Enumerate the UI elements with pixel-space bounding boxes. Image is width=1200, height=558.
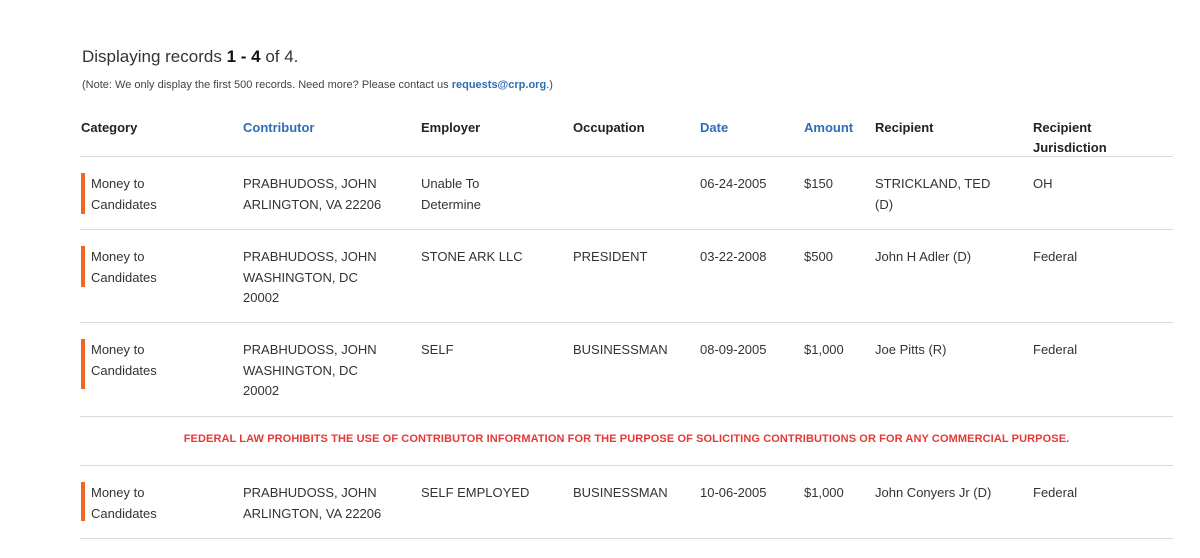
category-line2: Candidates — [91, 196, 157, 212]
contributions-table: Category Contributor Employer Occupation… — [80, 116, 1173, 539]
contributor-zip: 20002 — [243, 290, 280, 305]
contributor-location: ARLINGTON, VA 22206 — [243, 505, 382, 521]
cell-recipient: STRICKLAND, TED (D) — [875, 174, 1015, 215]
contributor-name: PRABHUDOSS, JOHN — [243, 342, 377, 357]
category-bar — [81, 173, 85, 214]
cell-recipient: John Conyers Jr (D) — [875, 485, 992, 500]
records-note: (Note: We only display the first 500 rec… — [82, 79, 553, 91]
contributor-location: WASHINGTON, DC — [243, 362, 358, 378]
table-row: Money to Candidates PRABHUDOSS, JOHN ARLIN… — [80, 466, 1173, 539]
employer-line1: Unable To — [421, 176, 480, 191]
cell-date: 08-09-2005 — [700, 342, 767, 357]
cell-contributor: PRABHUDOSS, JOHN ARLINGTON, VA 22206 — [243, 174, 403, 215]
table-row: Money to Candidates PRABHUDOSS, JOHN ARLIN… — [80, 157, 1173, 230]
header-amount-sort[interactable]: Amount — [804, 120, 854, 135]
cell-date: 06-24-2005 — [700, 176, 767, 191]
cell-contributor: PRABHUDOSS, JOHN WASHINGTON, DC 20002 — [243, 340, 403, 402]
contributor-name: PRABHUDOSS, JOHN — [243, 249, 377, 264]
category-line1: Money to — [91, 342, 145, 357]
category-line1: Money to — [91, 176, 145, 191]
cell-recipient: John H Adler (D) — [875, 249, 972, 264]
cell-category: Money to Candidates — [91, 247, 221, 288]
cell-occupation: BUSINESSMAN — [573, 485, 668, 500]
table-row: Money to Candidates PRABHUDOSS, JOHN WASHI… — [80, 230, 1173, 323]
cell-employer: SELF EMPLOYED — [421, 485, 530, 500]
recipient-line2: (D) — [875, 196, 894, 212]
cell-jurisdiction: Federal — [1033, 485, 1078, 500]
header-employer: Employer — [421, 120, 481, 135]
table-row: Money to Candidates PRABHUDOSS, JOHN WASHI… — [80, 323, 1173, 417]
contributor-zip: 20002 — [243, 383, 280, 398]
header-recipient: Recipient — [875, 120, 934, 135]
cell-amount: $500 — [804, 249, 833, 264]
note-text: (Note: We only display the first 500 rec… — [82, 79, 452, 91]
category-line2: Candidates — [91, 505, 157, 521]
cell-amount: $1,000 — [804, 485, 844, 500]
category-bar — [81, 482, 85, 521]
employer-line2: Determine — [421, 196, 481, 212]
cell-category: Money to Candidates — [91, 483, 221, 524]
contributor-name: PRABHUDOSS, JOHN — [243, 485, 377, 500]
cell-category: Money to Candidates — [91, 174, 221, 215]
records-summary: Displaying records 1 - 4 of 4. — [82, 47, 298, 67]
requests-email-link[interactable]: requests@crp.org — [451, 79, 547, 91]
contributor-location: WASHINGTON, DC — [243, 269, 358, 285]
recipient-line1: STRICKLAND, TED — [875, 176, 991, 191]
category-line1: Money to — [91, 485, 145, 500]
category-bar — [81, 339, 85, 389]
cell-contributor: PRABHUDOSS, JOHN ARLINGTON, VA 22206 — [243, 483, 403, 524]
header-date-sort[interactable]: Date — [700, 120, 729, 135]
cell-amount: $150 — [804, 176, 833, 191]
category-line1: Money to — [91, 249, 145, 264]
cell-contributor: PRABHUDOSS, JOHN WASHINGTON, DC 20002 — [243, 247, 403, 309]
header-jurisdiction-line1: Recipient — [1033, 120, 1092, 135]
cell-date: 10-06-2005 — [700, 485, 767, 500]
category-line2: Candidates — [91, 269, 157, 285]
header-recipient-jurisdiction: Recipient Jurisdiction — [1033, 118, 1163, 158]
cell-jurisdiction: Federal — [1033, 249, 1078, 264]
cell-employer: STONE ARK LLC — [421, 249, 523, 264]
summary-total: of 4. — [260, 47, 299, 66]
header-occupation: Occupation — [573, 120, 645, 135]
summary-prefix: Displaying records — [82, 47, 227, 66]
legal-warning-text: FEDERAL LAW PROHIBITS THE USE OF CONTRIB… — [183, 433, 1070, 445]
cell-jurisdiction: Federal — [1033, 342, 1078, 357]
contributor-name: PRABHUDOSS, JOHN — [243, 176, 377, 191]
contributor-location: ARLINGTON, VA 22206 — [243, 196, 382, 212]
header-category: Category — [81, 120, 138, 135]
cell-date: 03-22-2008 — [700, 249, 767, 264]
cell-recipient: Joe Pitts (R) — [875, 342, 947, 357]
header-jurisdiction-line2: Jurisdiction — [1033, 140, 1107, 155]
category-bar — [81, 246, 85, 287]
cell-employer: SELF — [421, 342, 454, 357]
cell-occupation: PRESIDENT — [573, 249, 648, 264]
table-header: Category Contributor Employer Occupation… — [80, 116, 1173, 157]
cell-employer: Unable To Determine — [421, 174, 561, 215]
category-line2: Candidates — [91, 362, 157, 378]
cell-category: Money to Candidates — [91, 340, 221, 381]
note-suffix: .) — [546, 79, 553, 91]
cell-amount: $1,000 — [804, 342, 844, 357]
cell-occupation: BUSINESSMAN — [573, 342, 668, 357]
summary-range: 1 - 4 — [226, 47, 261, 66]
legal-warning-row: FEDERAL LAW PROHIBITS THE USE OF CONTRIB… — [80, 417, 1173, 466]
header-contributor-sort[interactable]: Contributor — [243, 120, 315, 135]
cell-jurisdiction: OH — [1033, 176, 1053, 191]
